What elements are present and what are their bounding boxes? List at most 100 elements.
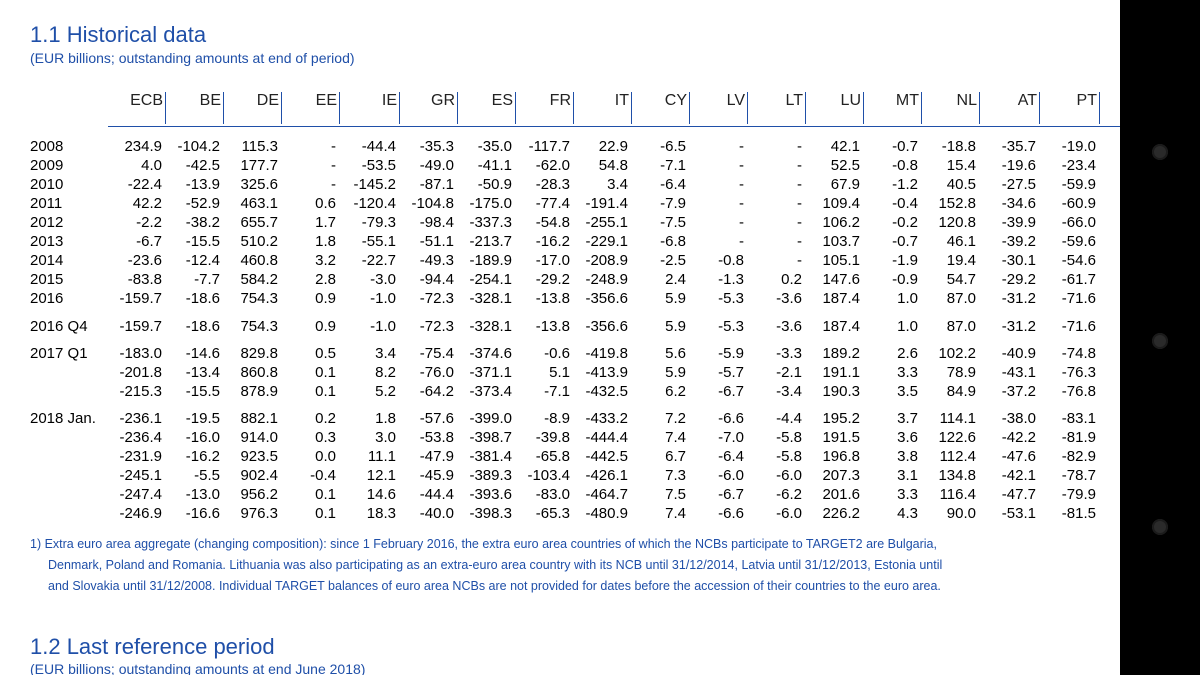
column-header: ES (458, 92, 516, 124)
table-cell: -8.9 (544, 410, 570, 427)
table-cell: 0.2 (315, 410, 336, 427)
table-cell: -22.4 (127, 176, 162, 193)
table-cell: -254.1 (469, 271, 512, 288)
table-cell: -13.8 (535, 290, 570, 307)
table-cell: - (331, 157, 336, 174)
table-cell: -16.2 (185, 448, 220, 465)
table-cell: -42.2 (1001, 429, 1036, 446)
table-cell: 22.9 (598, 138, 628, 155)
table-cell: 976.3 (240, 505, 278, 522)
table-cell: -189.9 (469, 252, 512, 269)
table-cell: 42.2 (132, 195, 162, 212)
table-cell: -464.7 (585, 486, 628, 503)
table-cell: 189.2 (822, 345, 860, 362)
table-cell: -255.1 (585, 214, 628, 231)
table-cell: 5.6 (665, 345, 686, 362)
table-cell: -18.6 (185, 318, 220, 335)
table-cell: -373.4 (469, 383, 512, 400)
table-cell: 923.5 (240, 448, 278, 465)
table-cell: 3.5 (897, 383, 918, 400)
row-label: 2008 (30, 138, 64, 155)
table-cell: 463.1 (240, 195, 278, 212)
footnote-line: 1) Extra euro area aggregate (changing c… (30, 537, 937, 551)
table-cell: -213.7 (469, 233, 512, 250)
table-cell: 196.8 (822, 448, 860, 465)
table-cell: 195.2 (822, 410, 860, 427)
table-cell: 106.2 (822, 214, 860, 231)
table-cell: -183.0 (119, 345, 162, 362)
table-cell: -0.4 (892, 195, 918, 212)
table-cell: -39.8 (535, 429, 570, 446)
table-cell: -27.5 (1001, 176, 1036, 193)
table-cell: -6.4 (718, 448, 744, 465)
table-cell: -1.0 (370, 318, 396, 335)
table-cell: -426.1 (585, 467, 628, 484)
table-cell: -19.0 (1061, 138, 1096, 155)
table-cell: -381.4 (469, 448, 512, 465)
row-label: 2015 (30, 271, 64, 288)
table-cell: -38.2 (185, 214, 220, 231)
table-cell: 4.3 (897, 505, 918, 522)
table-cell: 6.7 (665, 448, 686, 465)
column-header: IT (574, 92, 632, 124)
table-cell: -53.1 (1001, 505, 1036, 522)
table-cell: -145.2 (353, 176, 396, 193)
table-cell: -49.3 (419, 252, 454, 269)
table-cell: 84.9 (946, 383, 976, 400)
table-cell: 191.1 (822, 364, 860, 381)
table-cell: -191.4 (585, 195, 628, 212)
column-header: MT (864, 92, 922, 124)
table-cell: -30.1 (1001, 252, 1036, 269)
table-cell: 109.4 (822, 195, 860, 212)
nav-dot-icon[interactable] (1152, 333, 1168, 349)
table-cell: 1.0 (897, 290, 918, 307)
column-header: ECB (108, 92, 166, 124)
table-cell: -444.4 (585, 429, 628, 446)
table-cell: - (739, 195, 744, 212)
table-cell: -6.7 (136, 233, 162, 250)
table-cell: -6.5 (660, 138, 686, 155)
table-cell: 1.0 (897, 318, 918, 335)
table-cell: 42.1 (830, 138, 860, 155)
table-cell: -40.0 (419, 505, 454, 522)
table-cell: 1.8 (315, 233, 336, 250)
table-cell: -49.0 (419, 157, 454, 174)
table-cell: 3.8 (897, 448, 918, 465)
table-cell: -246.9 (119, 505, 162, 522)
table-cell: -3.3 (776, 345, 802, 362)
table-cell: -47.7 (1001, 486, 1036, 503)
table-cell: -75.4 (419, 345, 454, 362)
table-cell: 3.2 (315, 252, 336, 269)
table-cell: -65.3 (535, 505, 570, 522)
table-cell: - (331, 176, 336, 193)
table-cell: 3.4 (375, 345, 396, 362)
table-cell: -81.5 (1061, 505, 1096, 522)
table-cell: - (797, 214, 802, 231)
table-cell: 2.6 (897, 345, 918, 362)
table-cell: -1.9 (892, 252, 918, 269)
table-cell: 0.3 (315, 429, 336, 446)
table-cell: 12.1 (366, 467, 396, 484)
table-cell: -47.6 (1001, 448, 1036, 465)
table-cell: -54.6 (1061, 252, 1096, 269)
table-cell: -60.9 (1061, 195, 1096, 212)
table-cell: -7.5 (660, 214, 686, 231)
table-cell: -5.3 (718, 318, 744, 335)
table-cell: 3.7 (897, 410, 918, 427)
table-cell: -3.6 (776, 318, 802, 335)
nav-dot-icon[interactable] (1152, 519, 1168, 535)
table-cell: 67.9 (830, 176, 860, 193)
table-cell: -53.5 (361, 157, 396, 174)
table-cell: -77.4 (535, 195, 570, 212)
table-cell: 0.9 (315, 290, 336, 307)
table-cell: -83.0 (535, 486, 570, 503)
table-cell: 134.8 (938, 467, 976, 484)
table-cell: -50.9 (477, 176, 512, 193)
table-cell: 860.8 (240, 364, 278, 381)
table-cell: 0.6 (315, 195, 336, 212)
table-cell: -81.9 (1061, 429, 1096, 446)
table-cell: -7.9 (660, 195, 686, 212)
table-cell: 8.2 (375, 364, 396, 381)
column-header: PT (1040, 92, 1100, 124)
nav-dot-icon[interactable] (1152, 144, 1168, 160)
